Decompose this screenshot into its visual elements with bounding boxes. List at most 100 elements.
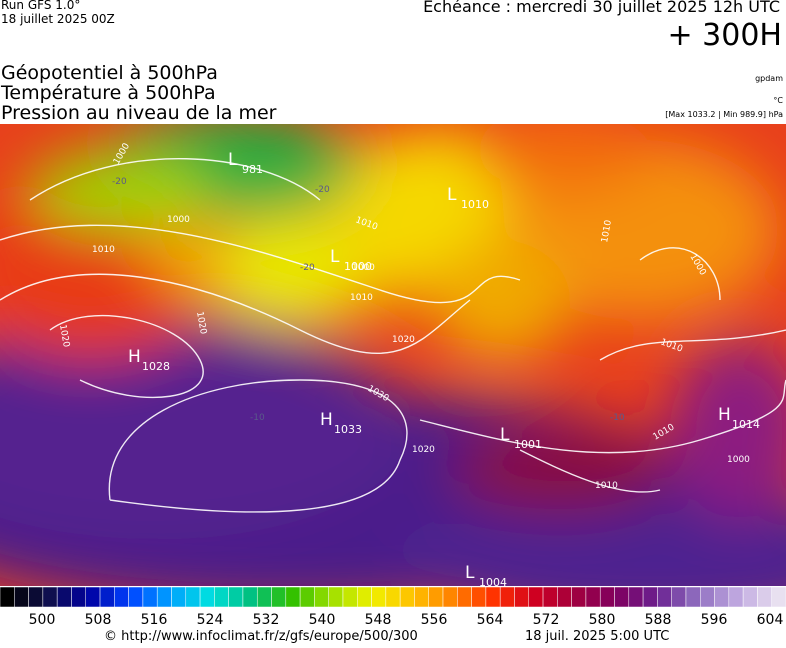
colorbar-tick-label: 548 xyxy=(365,612,392,628)
field: Pression au niveau de la mer xyxy=(1,102,277,124)
center-value: 1001 xyxy=(514,438,542,451)
isobar-label: 1000 xyxy=(167,215,190,225)
colorbar-swatch xyxy=(471,586,487,608)
temperature-label: -20 xyxy=(112,177,127,187)
colorbar-swatch xyxy=(628,586,644,608)
center-letter: L xyxy=(465,563,475,583)
valid-time: Echéance : mercredi 30 juillet 2025 12h … xyxy=(423,0,780,16)
colorbar-swatch xyxy=(614,586,630,608)
colorbar-swatch xyxy=(599,586,615,608)
temperature-label: -20 xyxy=(300,263,315,273)
colorbar-swatch xyxy=(271,586,287,608)
center-letter: L xyxy=(500,425,510,445)
center-value: 1028 xyxy=(142,360,170,373)
isobar-label: 1010 xyxy=(350,293,373,303)
isobar-label: 1000 xyxy=(352,263,375,273)
center-letter: H xyxy=(320,410,333,430)
colorbar-swatch xyxy=(428,586,444,608)
colorbar-tick-label: 572 xyxy=(533,612,560,628)
colorbar-swatch xyxy=(28,586,44,608)
field: Température à 500hPa xyxy=(1,82,216,104)
colorbar-swatch xyxy=(414,586,429,608)
colorbar-swatch xyxy=(214,586,229,608)
center-value: 1010 xyxy=(461,198,489,211)
colorbar-tick-label: 556 xyxy=(421,612,448,628)
colorbar-swatch xyxy=(299,586,315,608)
colorbar-swatch xyxy=(399,586,415,608)
center-value: 1033 xyxy=(334,423,362,436)
center-value: 1004 xyxy=(479,576,507,589)
colorbar-swatch xyxy=(485,586,501,608)
colorbar-swatch xyxy=(685,586,701,608)
center-value: 981 xyxy=(242,163,263,176)
unit: [Max 1033.2 | Min 989.9] hPa xyxy=(665,110,783,119)
colorbar-swatch xyxy=(757,586,772,608)
colorbar-swatch xyxy=(171,586,187,608)
colorbar-swatch xyxy=(499,586,515,608)
colorbar-swatch xyxy=(314,586,329,608)
field-shading xyxy=(0,124,786,586)
temperature-label: -10 xyxy=(250,413,265,423)
colorbar-tick-label: 604 xyxy=(757,612,784,628)
colorbar-swatch xyxy=(657,586,672,608)
colorbar-swatch xyxy=(185,586,201,608)
colorbar-swatch xyxy=(142,586,158,608)
center-letter: L xyxy=(330,247,340,267)
field: Géopotentiel à 500hPa xyxy=(1,62,218,84)
colorbar-swatch xyxy=(371,586,387,608)
colorbar-swatch xyxy=(199,586,215,608)
temperature-label: -10 xyxy=(610,413,625,423)
colorbar-swatch xyxy=(156,586,172,608)
colorbar-swatch xyxy=(771,586,786,608)
colorbar-swatch xyxy=(342,586,358,608)
center-value: 1014 xyxy=(732,418,760,431)
colorbar-tick-label: 500 xyxy=(29,612,56,628)
colorbar-tick-label: 540 xyxy=(309,612,336,628)
colorbar-tick-label: 596 xyxy=(701,612,728,628)
center-letter: H xyxy=(128,347,141,367)
colorbar-swatch xyxy=(728,586,744,608)
footer-url: © http://www.infoclimat.fr/z/gfs/europe/… xyxy=(104,629,418,644)
colorbar-swatch xyxy=(0,586,15,608)
colorbar-swatch xyxy=(71,586,86,608)
colorbar-tick-label: 524 xyxy=(197,612,224,628)
colorbar-swatch xyxy=(457,586,472,608)
lead-time: + 300H xyxy=(667,18,783,53)
colorbar-swatch xyxy=(542,586,558,608)
colorbar-swatch xyxy=(85,586,101,608)
colorbar-swatch xyxy=(571,586,587,608)
isobar-label: 1020 xyxy=(194,311,208,336)
colorbar-swatch xyxy=(128,586,144,608)
footer-time: 18 juil. 2025 5:00 UTC xyxy=(525,629,670,644)
colorbar-swatch xyxy=(256,586,272,608)
colorbar-tick-label: 564 xyxy=(477,612,504,628)
colorbar-swatch xyxy=(328,586,344,608)
isobar-label: 1010 xyxy=(600,219,614,244)
colorbar-swatch xyxy=(285,586,301,608)
isobar-label: 1000 xyxy=(727,455,750,465)
colorbar-tick-label: 580 xyxy=(589,612,616,628)
colorbar-swatch xyxy=(642,586,658,608)
colorbar-swatch xyxy=(714,586,730,608)
center-letter: L xyxy=(228,150,238,170)
colorbar-swatch xyxy=(700,586,715,608)
colorbar-tick-label: 532 xyxy=(253,612,280,628)
colorbar-swatch xyxy=(671,586,687,608)
colorbar-swatch xyxy=(585,586,601,608)
unit: gpdam xyxy=(755,74,783,83)
colorbar-swatch xyxy=(228,586,244,608)
isobar-label: 1020 xyxy=(57,324,71,349)
colorbar-swatch xyxy=(114,586,129,608)
colorbar-tick-label: 516 xyxy=(141,612,168,628)
colorbar-swatch xyxy=(528,586,544,608)
colorbar-swatch xyxy=(514,586,530,608)
isobar-label: 1010 xyxy=(92,245,115,255)
colorbar-swatch xyxy=(242,586,258,608)
colorbar-swatch xyxy=(14,586,29,608)
colorbar-tick-label: 508 xyxy=(85,612,112,628)
colorbar-swatch xyxy=(385,586,401,608)
colorbar-tick-label: 588 xyxy=(645,612,672,628)
colorbar-swatch xyxy=(357,586,372,608)
colorbar-swatch xyxy=(99,586,115,608)
